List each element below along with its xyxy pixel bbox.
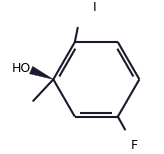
Text: I: I	[92, 1, 96, 14]
Text: HO: HO	[12, 62, 31, 75]
Polygon shape	[30, 66, 53, 79]
Text: F: F	[131, 139, 138, 152]
